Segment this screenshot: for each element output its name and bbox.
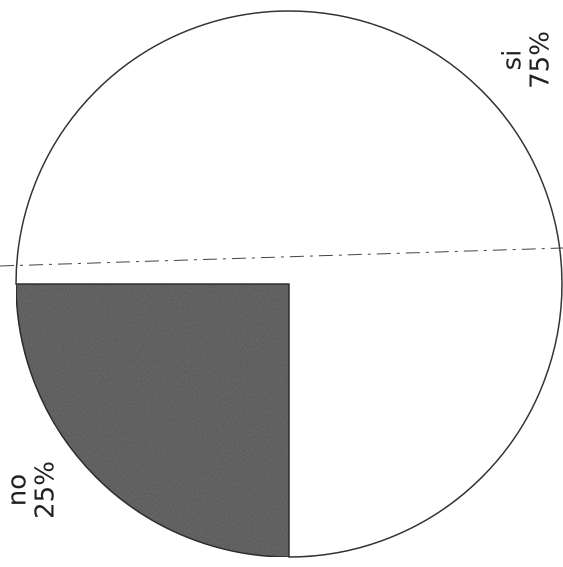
pie-slice bbox=[15, 10, 563, 558]
value-label: 75% bbox=[526, 31, 556, 89]
category-label: no bbox=[3, 474, 33, 506]
scan-fold bbox=[0, 247, 563, 267]
pie bbox=[15, 10, 563, 558]
category-label: si bbox=[498, 50, 528, 71]
pie-slice bbox=[15, 283, 290, 558]
value-label: 25% bbox=[31, 461, 61, 519]
